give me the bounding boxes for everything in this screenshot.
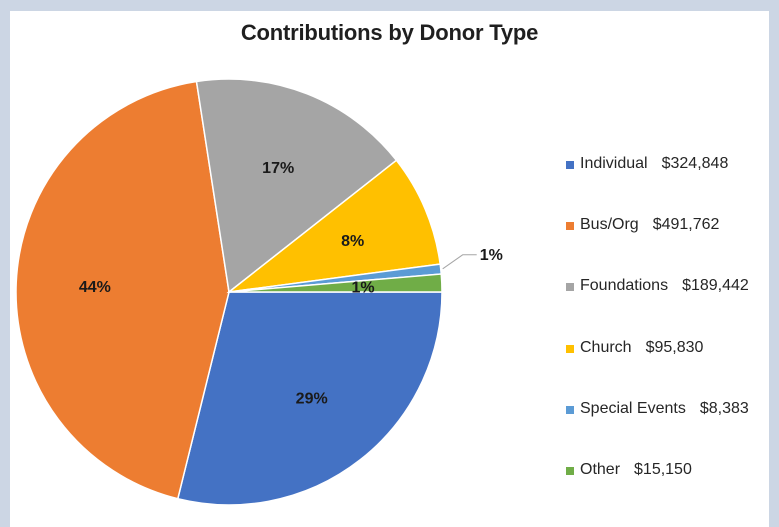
legend-swatch [566, 161, 574, 169]
pie-percent-labels: 29% 44% 17% 8% 1% 1% [79, 160, 503, 408]
pie-slice-individual [176, 291, 443, 506]
legend-label: Special Events [580, 399, 686, 417]
pie-label-special-events: 1% [480, 247, 503, 264]
pie-slice-bus-org [15, 80, 230, 500]
legend-item-bus-org: Bus/Org $491,762 [566, 216, 776, 277]
leader-lines [442, 254, 477, 270]
legend-label: Individual [580, 155, 648, 172]
legend-swatch [566, 344, 574, 353]
legend-label: Church [580, 338, 632, 356]
legend-item-church: Church $95,830 [566, 339, 776, 400]
legend-swatch [566, 283, 574, 292]
legend-swatch [566, 222, 574, 231]
legend-amount: $15,150 [634, 460, 692, 478]
legend-amount: $189,442 [682, 277, 749, 295]
legend-swatch [566, 405, 574, 414]
pie-slice-church [226, 159, 442, 294]
pie-label-church: 8% [341, 233, 364, 250]
legend-label: Foundations [580, 277, 669, 295]
legend-amount: $95,830 [645, 338, 704, 356]
pie-label-individual: 29% [296, 391, 328, 408]
legend-label: Bus/Org [580, 216, 639, 234]
chart-title: Contributions by Donor Type [240, 20, 539, 45]
pie-label-bus-org: 44% [79, 279, 111, 296]
legend-amount: $8,383 [699, 399, 749, 417]
pie-slices [15, 78, 443, 506]
legend-label: Other [580, 460, 621, 478]
legend-item-individual: Individual $324,848 [566, 155, 776, 216]
legend-swatch [566, 466, 574, 475]
leader-line-special-events [442, 254, 477, 270]
legend-item-foundations: Foundations $189,442 [566, 277, 776, 338]
legend-item-special-events: Special Events $8,383 [566, 400, 776, 461]
legend-amount: $324,848 [661, 155, 729, 172]
pie-slice-other [228, 273, 443, 293]
pie-label-other: 1% [352, 279, 375, 296]
legend-amount: $491,762 [652, 216, 720, 234]
pie-label-foundations: 17% [262, 160, 294, 177]
pie-slice-foundations [195, 78, 398, 294]
chart-legend: Individual $324,848 Bus/Org $491,762 Fou… [566, 155, 776, 522]
legend-item-other: Other $15,150 [566, 461, 776, 522]
